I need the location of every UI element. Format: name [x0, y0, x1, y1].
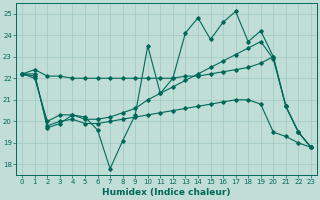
X-axis label: Humidex (Indice chaleur): Humidex (Indice chaleur) — [102, 188, 231, 197]
